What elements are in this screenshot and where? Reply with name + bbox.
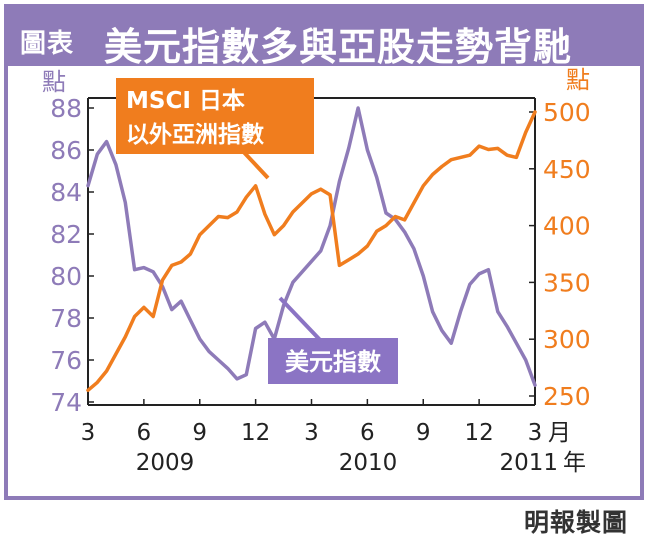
msci-annotation-line-1: MSCI 日本 [126,88,245,114]
x-tick-label: 3 [304,420,319,446]
chart-frame: 圖表 美元指數多與亞股走勢背馳 [4,4,644,500]
left-y-tick-label: 86 [50,136,82,165]
msci-asia-ex-japan-line [86,110,537,393]
msci-annotation-line-2: 以外亞洲指數 [126,121,264,148]
x-tick-label: 3 [81,420,96,446]
right-y-tick-label: 400 [543,212,591,241]
x-tick-label: 12 [241,420,270,446]
left-y-tick-label: 82 [50,220,82,249]
x-tick-label: 6 [360,420,375,446]
left-y-tick-label: 80 [50,262,82,291]
usd-annotation-box [268,338,398,384]
x-year-label: 2011 [499,450,558,476]
right-axis-unit: 點 [566,66,590,94]
x-tick-label: 6 [137,420,152,446]
left-axis-unit: 點 [42,68,66,96]
x-axis-year-unit: 年 [563,450,586,476]
x-year-label: 2009 [136,450,195,476]
x-tick-label: 9 [192,420,207,446]
left-y-tick-label: 74 [50,388,82,417]
usd-annotation-label: 美元指數 [285,348,381,376]
figure-label: 圖表 [20,29,75,59]
x-tick-label: 12 [464,420,493,446]
right-y-tick-label: 300 [543,325,591,354]
left-y-tick-label: 84 [50,178,82,207]
left-y-tick-label: 76 [50,346,82,375]
x-year-label: 2010 [339,450,398,476]
left-y-tick-label: 78 [50,304,82,333]
x-tick-label: 9 [416,420,431,446]
right-y-tick-label: 250 [543,382,591,411]
title-bar: 圖表 美元指數多與亞股走勢背馳 [8,8,640,69]
left-y-tick-label: 88 [50,94,82,123]
right-y-tick-label: 500 [543,98,591,127]
right-y-tick-label: 350 [543,268,591,297]
credit-line: 明報製圖 [523,508,628,537]
chart-title: 美元指數多與亞股走勢背馳 [104,25,573,69]
usd-annotation-pointer [278,296,324,344]
right-y-tick-label: 450 [543,155,591,184]
x-axis-month-unit: 月 [548,420,571,446]
x-tick-label: 3 [528,420,543,446]
msci-annotation-box [116,78,314,154]
